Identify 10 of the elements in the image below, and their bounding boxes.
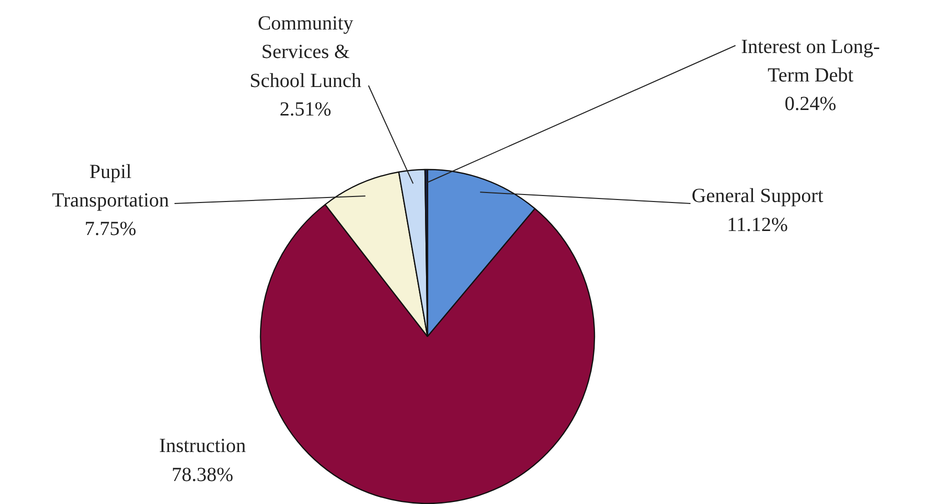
data-label: 78.38%: [172, 464, 234, 486]
data-label: 11.12%: [727, 214, 788, 236]
data-label: 2.51%: [280, 98, 332, 120]
slice-label: Pupil Transportation: [52, 160, 170, 212]
data-label: 7.75%: [84, 218, 136, 240]
slice-label: General Support: [692, 185, 824, 208]
slice-label: Instruction: [159, 435, 246, 458]
data-label: 0.24%: [784, 93, 836, 116]
slice-label: Community Services & School Lunch: [250, 12, 362, 92]
slice-label: Interest on Long- Term Debt: [741, 36, 880, 86]
